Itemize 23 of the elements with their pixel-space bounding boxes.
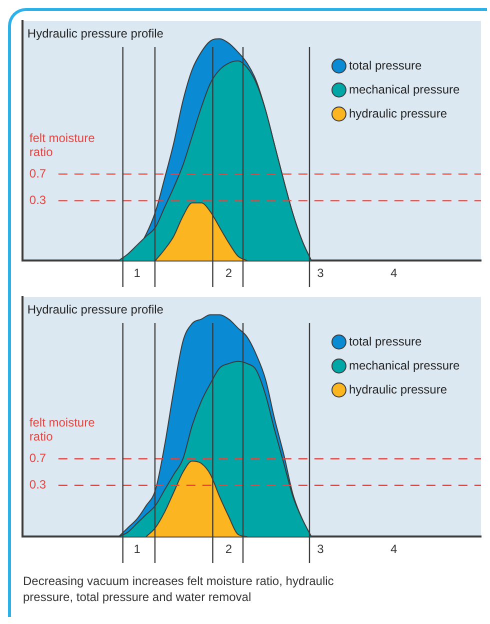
x-tick-label: 1	[134, 542, 141, 556]
ref-line-label: 0.7	[29, 166, 46, 180]
legend-label: hydraulic pressure	[348, 106, 448, 120]
text: Decreasing vacuum increases felt moisture ratio, hydraulic pressure, total pressure and water removal	[23, 573, 335, 605]
x-tick-label: 4	[390, 542, 398, 556]
legend-label: mechanical pressure	[348, 82, 460, 96]
y2-axis-title: felt moisture ratio	[29, 131, 96, 160]
legend-label: mechanical pressure	[348, 358, 460, 372]
chart-title: Hydraulic pressure profile	[27, 26, 164, 40]
x-tick-label: 3	[317, 266, 324, 280]
x-tick-label: 3	[317, 542, 324, 556]
x-tick-label: 4	[390, 266, 398, 280]
ref-line-label: 0.7	[29, 451, 46, 466]
y2-axis-title: felt moisture ratio	[29, 416, 96, 444]
legend-label: total pressure	[348, 334, 422, 348]
ref-line-label: 0.3	[29, 478, 46, 492]
chart-title: Hydraulic pressure profile	[27, 302, 164, 316]
x-tick-label: 1	[134, 266, 141, 280]
x-tick-label: 2	[225, 266, 232, 280]
x-tick-label: 2	[225, 542, 232, 556]
legend-label: hydraulic pressure	[348, 382, 448, 396]
legend-label: total pressure	[348, 58, 422, 72]
ref-line-label: 0.3	[29, 193, 46, 208]
